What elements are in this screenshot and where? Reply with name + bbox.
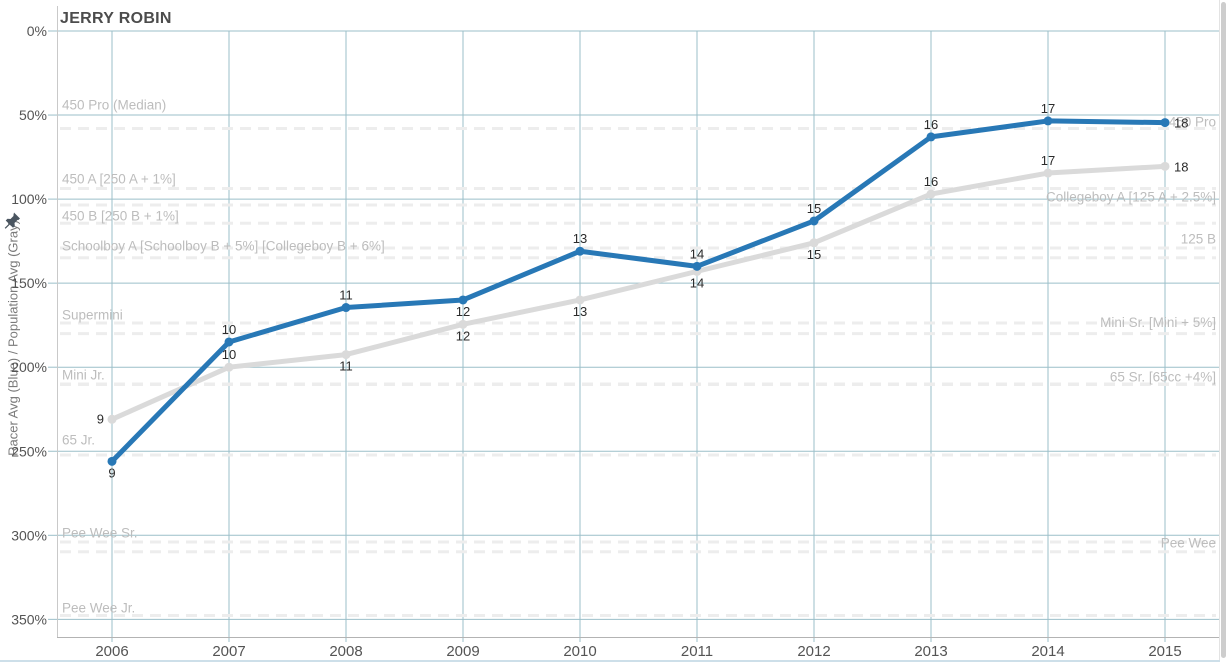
ref-label-schoolboy-a-schoolboy-b-5-collegeboy-b-6: Schoolboy A [Schoolboy B + 5%] [Collegeb… <box>62 238 385 253</box>
data-point-label-racer-avg-2011: 14 <box>690 246 704 261</box>
data-point-label-racer-avg-2012: 15 <box>807 201 821 216</box>
data-point-population-avg-2010[interactable] <box>575 295 585 305</box>
ref-label-mini-sr-mini-5: Mini Sr. [Mini + 5%] <box>1100 315 1216 330</box>
ref-label-450-pro: 450 Pro <box>1169 114 1216 129</box>
ref-label-65-sr-65cc-4: 65 Sr. [65cc +4%] <box>1110 369 1216 384</box>
x-axis-tick-label-2008: 2008 <box>329 643 362 660</box>
ref-label-collegeboy-a-125-a-2-5: Collegeboy A [125 A + 2.5%] <box>1046 190 1216 205</box>
series-line-racer-avg[interactable] <box>109 118 1168 464</box>
data-point-label-racer-avg-2010: 13 <box>573 231 587 246</box>
pin-icon-glyph <box>4 212 20 229</box>
data-point-label-racer-avg-2015: 18 <box>1174 116 1188 131</box>
data-point-racer-avg-2008[interactable] <box>341 303 351 313</box>
data-point-label-racer-avg-2014: 17 <box>1041 101 1055 116</box>
data-point-label-racer-avg-2006: 9 <box>108 465 115 480</box>
y-axis-tick-label-100pct: 100% <box>11 191 47 207</box>
series-line-population-avg[interactable] <box>109 163 1168 422</box>
data-point-racer-avg-2007[interactable] <box>224 337 234 347</box>
ref-label-supermini: Supermini <box>62 308 123 323</box>
ref-label-125-b: 125 B <box>1181 231 1216 246</box>
data-point-label-population-avg-2007: 10 <box>222 347 236 362</box>
ref-label-pee-wee: Pee Wee <box>1161 536 1216 551</box>
data-point-population-avg-2008[interactable] <box>341 350 351 360</box>
ref-label-450-a-250-a-1: 450 A [250 A + 1%] <box>62 171 176 186</box>
data-point-racer-avg-2011[interactable] <box>692 261 702 271</box>
panel-bottom-border <box>0 660 1220 662</box>
data-point-label-population-avg-2008: 11 <box>339 359 353 374</box>
data-point-population-avg-2014[interactable] <box>1043 168 1053 178</box>
data-point-population-avg-2015[interactable] <box>1160 161 1170 171</box>
x-axis-tick-label-2009: 2009 <box>446 643 479 660</box>
x-axis-tick-label-2006: 2006 <box>95 643 128 660</box>
data-point-label-population-avg-2011: 14 <box>690 275 704 290</box>
ref-label-450-b-250-b-1: 450 B [250 B + 1%] <box>62 209 179 224</box>
ref-label-pee-wee-sr: Pee Wee Sr. <box>62 525 138 540</box>
y-axis-tick-label-250pct: 250% <box>11 443 47 459</box>
x-axis-tick-label-2011: 2011 <box>681 643 713 660</box>
data-point-racer-avg-2012[interactable] <box>809 216 819 226</box>
data-point-population-avg-2009[interactable] <box>458 319 468 329</box>
ref-label-65-jr: 65 Jr. <box>62 432 95 447</box>
data-point-racer-avg-2013[interactable] <box>926 132 936 142</box>
pin-icon[interactable] <box>4 212 21 231</box>
data-point-label-population-avg-2006: 9 <box>97 411 104 426</box>
x-axis-tick-label-2014: 2014 <box>1031 643 1064 660</box>
x-axis-tick-label-2013: 2013 <box>914 643 947 660</box>
y-axis-tick-label-0pct: 0% <box>27 23 47 39</box>
ref-label-450-pro-median: 450 Pro (Median) <box>62 97 166 112</box>
data-point-label-racer-avg-2008: 11 <box>339 288 353 303</box>
data-point-label-population-avg-2012: 15 <box>807 247 821 262</box>
data-point-label-population-avg-2013: 16 <box>924 174 938 189</box>
data-point-racer-avg-2009[interactable] <box>458 295 468 305</box>
ref-label-mini-jr: Mini Jr. <box>62 367 105 382</box>
data-point-racer-avg-2014[interactable] <box>1043 116 1053 126</box>
page-title: JERRY ROBIN <box>60 10 172 27</box>
data-point-label-population-avg-2015: 18 <box>1174 159 1188 174</box>
y-axis-tick-label-150pct: 150% <box>11 275 47 291</box>
x-axis-tick-label-2015: 2015 <box>1148 643 1181 660</box>
x-axis-tick-label-2010: 2010 <box>563 643 596 660</box>
ref-label-pee-wee-jr: Pee Wee Jr. <box>62 600 135 615</box>
data-point-racer-avg-2010[interactable] <box>575 246 585 256</box>
data-point-population-avg-2012[interactable] <box>809 238 819 248</box>
data-point-label-population-avg-2010: 13 <box>573 304 587 319</box>
y-axis-tick-label-50pct: 50% <box>19 107 47 123</box>
vertical-scrollbar[interactable] <box>1221 2 1226 658</box>
data-point-racer-avg-2006[interactable] <box>107 456 117 466</box>
data-point-label-racer-avg-2007: 10 <box>222 322 236 337</box>
x-axis-tick-label-2007: 2007 <box>212 643 245 660</box>
data-point-label-population-avg-2014: 17 <box>1041 153 1055 168</box>
data-point-population-avg-2013[interactable] <box>926 189 936 199</box>
data-point-population-avg-2007[interactable] <box>224 362 234 372</box>
y-axis-tick-label-300pct: 300% <box>11 527 47 543</box>
data-point-label-racer-avg-2013: 16 <box>924 117 938 132</box>
y-axis-tick-label-350pct: 350% <box>11 611 47 627</box>
data-point-racer-avg-2015[interactable] <box>1160 118 1170 128</box>
data-point-label-population-avg-2009: 12 <box>456 328 470 343</box>
y-axis-tick-label-200pct: 200% <box>11 359 47 375</box>
data-point-label-racer-avg-2009: 12 <box>456 304 470 319</box>
x-axis-tick-label-2012: 2012 <box>797 643 830 660</box>
data-point-population-avg-2006[interactable] <box>107 414 117 424</box>
